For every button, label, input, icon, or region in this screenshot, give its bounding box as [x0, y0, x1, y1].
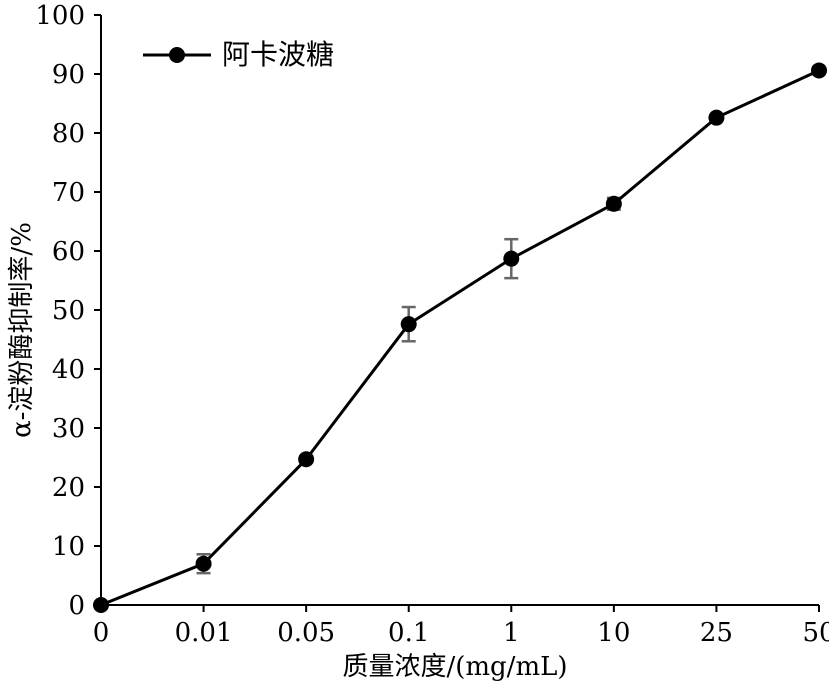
series-lines: [100, 69, 820, 607]
x-tick-label: 1: [503, 618, 520, 648]
y-tick-label: 20: [52, 473, 85, 503]
x-tick-label: 0.1: [388, 618, 429, 648]
data-point: [503, 250, 520, 267]
data-point: [811, 62, 827, 79]
y-tick-label: 0: [68, 591, 85, 621]
y-tick-label: 90: [52, 60, 85, 90]
data-point: [195, 555, 212, 572]
data-point: [605, 195, 622, 212]
y-tick-label: 70: [52, 178, 85, 208]
x-tick-label: 0.05: [277, 618, 335, 648]
y-tick-label: 50: [52, 296, 85, 326]
y-tick-label: 100: [35, 1, 85, 31]
y-tick-label: 60: [52, 237, 85, 267]
y-tick-label: 10: [52, 532, 85, 562]
data-point: [708, 109, 725, 126]
y-tick-label: 30: [52, 414, 85, 444]
legend-label: 阿卡波糖: [222, 38, 334, 71]
x-tick-label: 10: [597, 618, 630, 648]
data-point: [298, 451, 315, 468]
data-point: [400, 316, 417, 333]
axes: [100, 15, 819, 606]
ticks: 0 10 20 30 40 50 60 70 80 90 100 0 0.01 0.05 0.1 1 10 25 5…: [35, 1, 829, 648]
y-tick-label: 40: [52, 355, 85, 385]
x-axis-title: 质量浓度/(mg/mL): [342, 652, 567, 682]
x-tick-label: 0.01: [175, 618, 233, 648]
data-point: [93, 597, 109, 613]
series-line: [100, 69, 820, 607]
y-axis-title: α-淀粉酶抑制率/%: [7, 222, 37, 438]
x-tick-label: 50: [802, 618, 829, 648]
series-markers: [93, 62, 827, 613]
x-tick-label: 0: [93, 618, 110, 648]
y-tick-label: 80: [52, 119, 85, 149]
legend: 阿卡波糖: [143, 38, 334, 71]
legend-marker-swatch: [169, 47, 185, 63]
error-bars: [196, 66, 826, 575]
x-tick-label: 25: [700, 618, 733, 648]
